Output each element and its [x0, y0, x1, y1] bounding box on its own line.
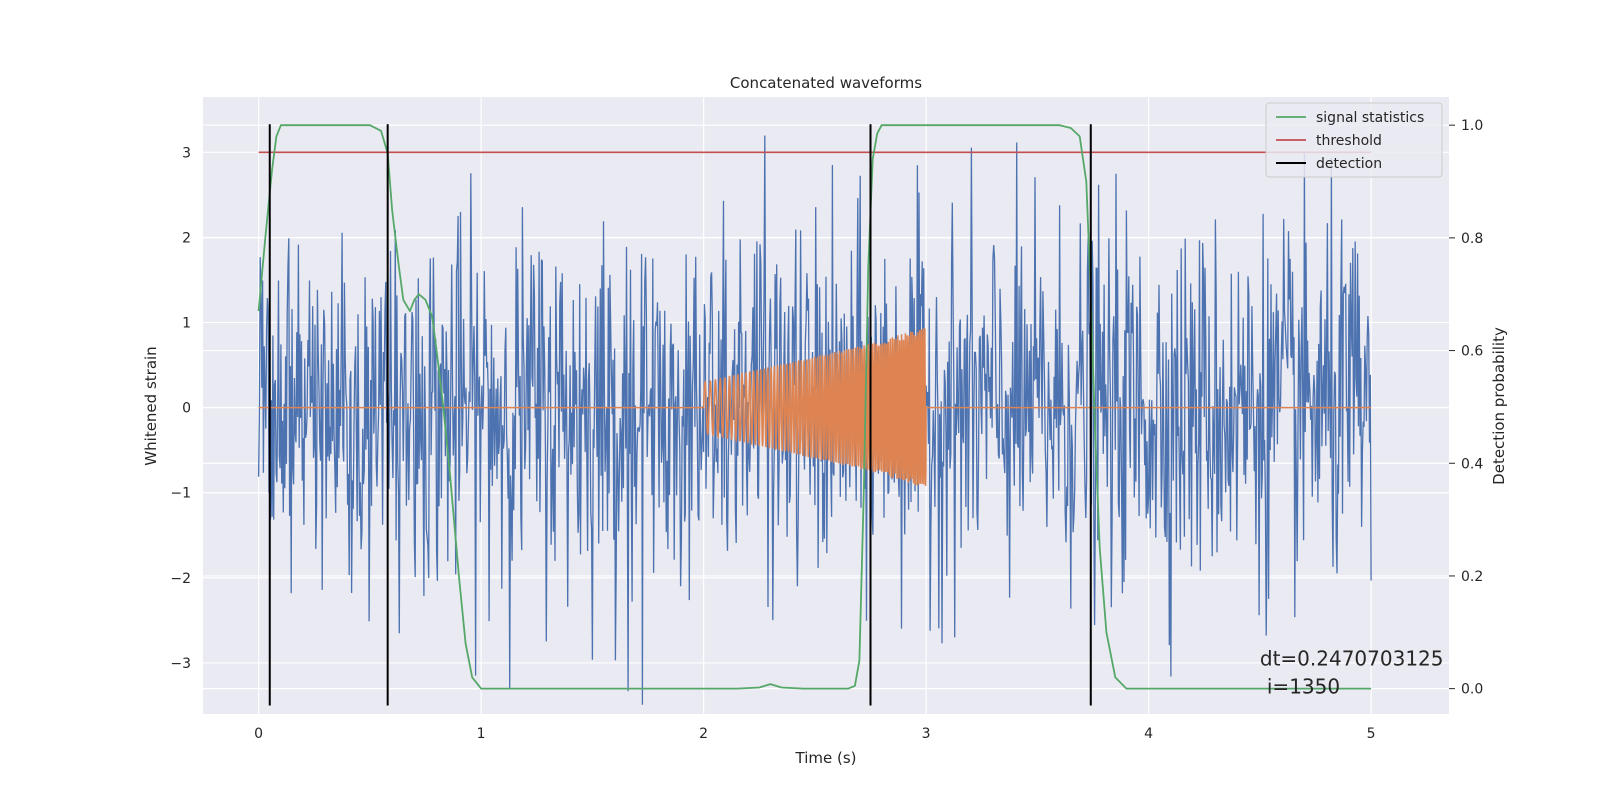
- y-left-tick-label: 1: [182, 316, 191, 332]
- y-left-axis-ticks: −3 −2 −1 0 1 2 3: [170, 145, 191, 672]
- legend-label-signal-statistics: signal statistics: [1316, 110, 1424, 126]
- injection-line: [258, 328, 1372, 487]
- y-left-tick-label: 0: [182, 401, 191, 417]
- y-right-tick-label: 1.0: [1461, 118, 1483, 134]
- chart-title: Concatenated waveforms: [730, 74, 922, 92]
- y-right-tick-label: 0.0: [1461, 682, 1483, 698]
- y-right-axis-ticks: 0.0 0.2 0.4 0.6 0.8 1.0: [1449, 118, 1483, 698]
- y-left-axis-label: Whitened strain: [142, 346, 160, 465]
- legend-box: [1265, 102, 1443, 178]
- y-left-tick-label: −3: [170, 656, 191, 672]
- y-left-tick-label: 3: [182, 145, 191, 161]
- y-left-tick-label: 2: [182, 230, 191, 246]
- x-tick-label: 4: [1144, 726, 1153, 742]
- y-right-tick-label: 0.8: [1461, 231, 1483, 247]
- x-tick-label: 3: [922, 726, 931, 742]
- y-right-axis-label: Detection probability: [1490, 327, 1508, 485]
- x-axis-ticks: 0 1 2 3 4 5: [254, 726, 1375, 742]
- annotation-dt: dt=0.2470703125: [1260, 647, 1444, 671]
- legend-label-threshold: threshold: [1316, 133, 1382, 149]
- y-left-tick-label: −1: [170, 486, 191, 502]
- x-tick-label: 0: [254, 726, 263, 742]
- x-tick-label: 2: [699, 726, 708, 742]
- strain-series: [257, 135, 1372, 705]
- y-right-tick-label: 0.6: [1461, 344, 1483, 360]
- annotation-index: i=1350: [1267, 675, 1340, 699]
- y-right-tick-label: 0.4: [1461, 456, 1483, 472]
- detection-series: [268, 124, 1092, 706]
- legend: signal statistics threshold detection: [1265, 102, 1443, 178]
- legend-label-detection: detection: [1316, 156, 1382, 172]
- x-tick-label: 5: [1367, 726, 1376, 742]
- x-tick-label: 1: [477, 726, 486, 742]
- y-right-tick-label: 0.2: [1461, 569, 1483, 585]
- injection-series: [258, 328, 1372, 487]
- y-left-tick-label: −2: [170, 571, 191, 587]
- strain-line: [257, 135, 1372, 705]
- x-axis-label: Time (s): [795, 749, 857, 767]
